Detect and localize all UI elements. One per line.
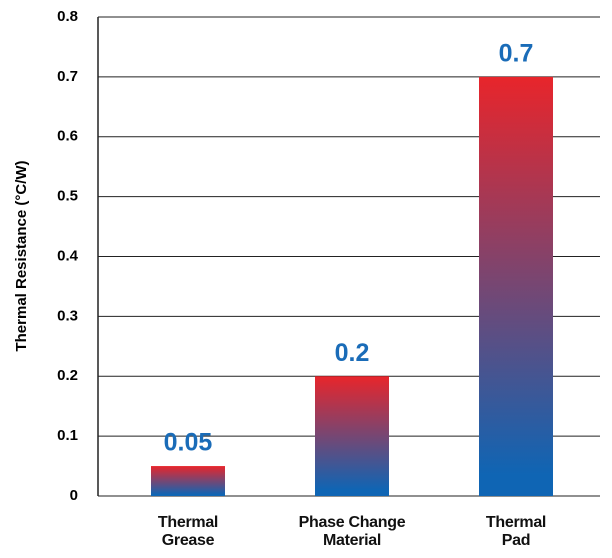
- y-tick-label: 0.1: [57, 427, 78, 444]
- data-label: 0.2: [335, 339, 370, 367]
- data-label: 0.7: [499, 39, 534, 67]
- y-tick-label: 0.6: [57, 128, 78, 145]
- y-tick-label: 0.2: [57, 367, 78, 384]
- y-tick-label: 0.3: [57, 307, 78, 324]
- x-tick-label: Thermal Pad: [485, 514, 547, 549]
- y-tick-label: 0.7: [57, 68, 78, 85]
- y-tick-label: 0.8: [57, 8, 78, 25]
- y-tick-label: 0.4: [57, 247, 79, 264]
- bar: [315, 376, 389, 496]
- bar: [479, 76, 553, 496]
- x-tick-label: Thermal Grease: [157, 514, 219, 549]
- y-tick-label: 0.5: [57, 188, 78, 205]
- y-axis-label: Thermal Resistance (°C/W): [13, 160, 30, 351]
- x-tick-label: Phase Change Material: [298, 514, 406, 549]
- y-tick-label: 0: [70, 487, 78, 504]
- bar: [151, 466, 225, 496]
- data-label: 0.05: [164, 429, 213, 457]
